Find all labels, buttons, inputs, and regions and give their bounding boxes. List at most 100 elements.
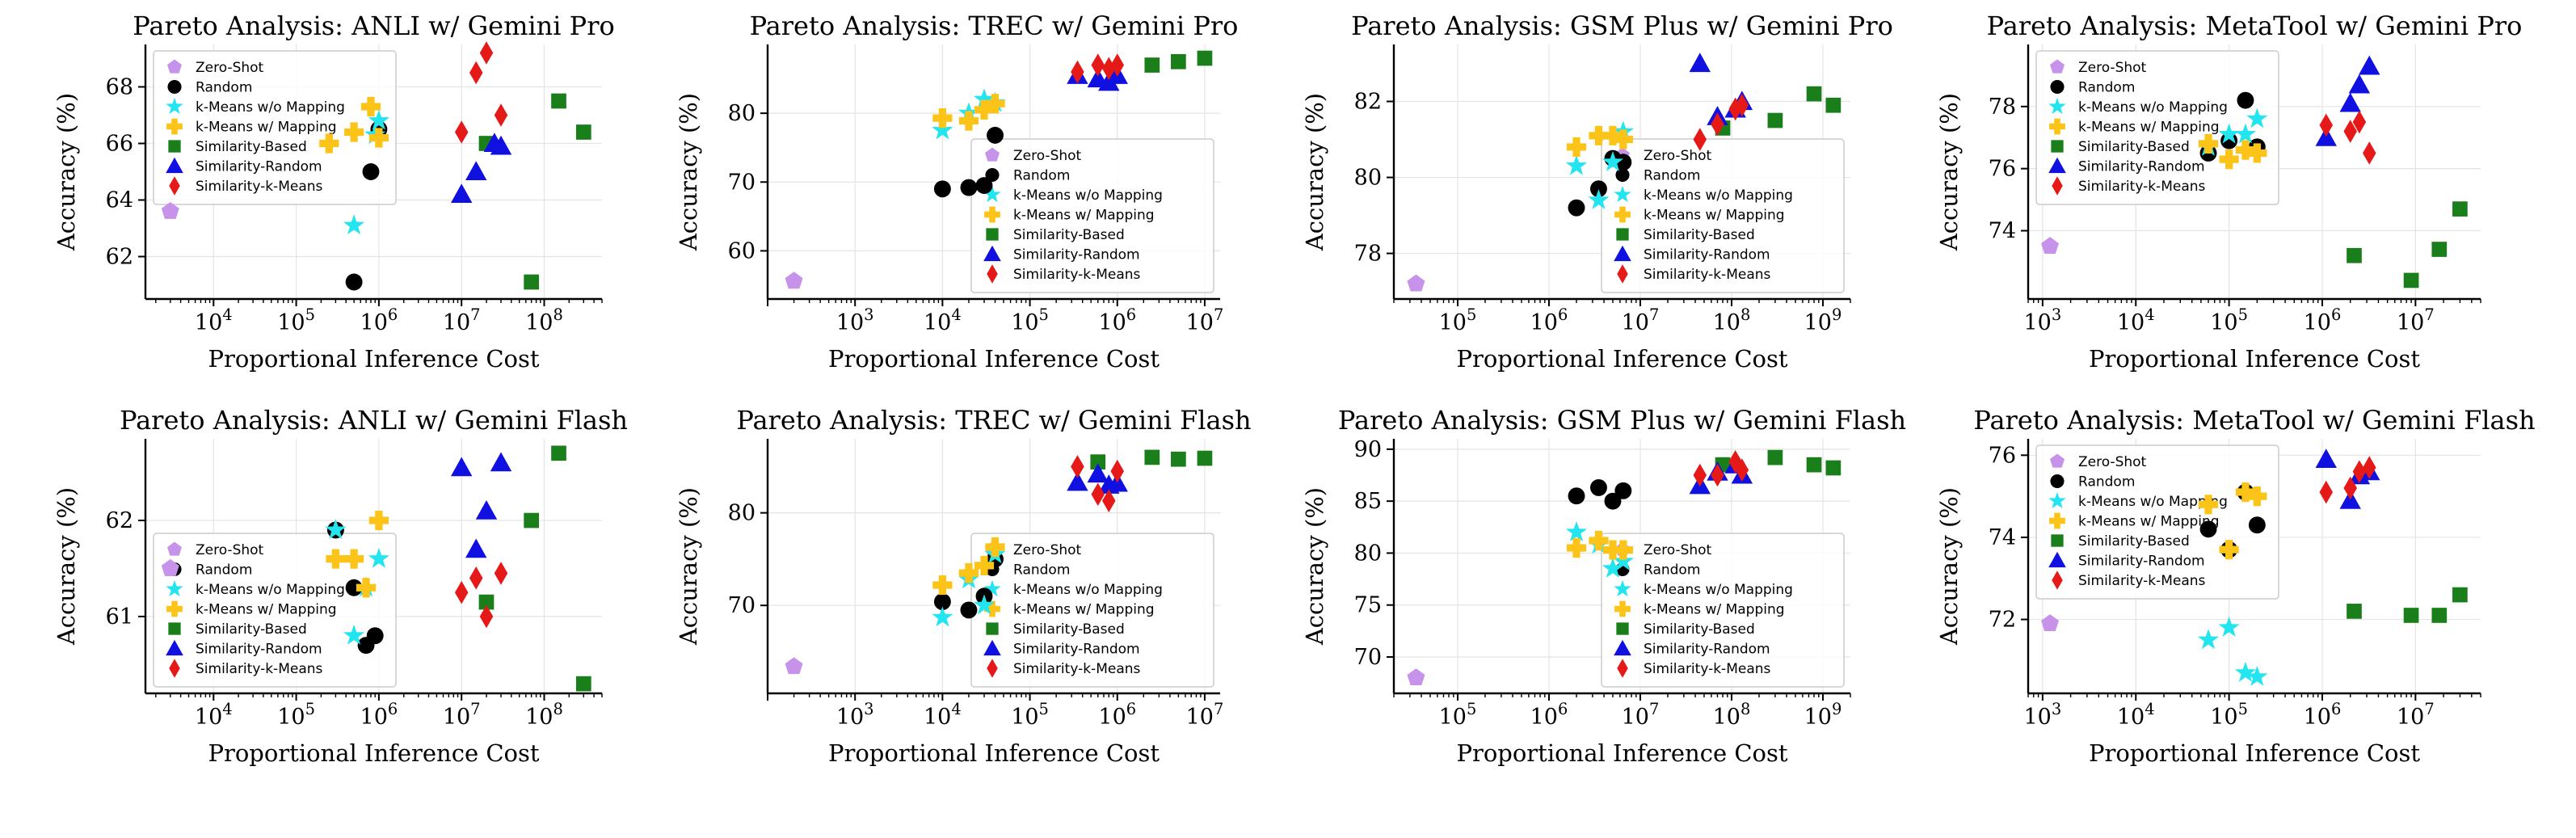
series-k-means-w-mapping	[1566, 530, 1633, 560]
data-point-k-means-w-mapping	[319, 133, 339, 154]
legend-label: Similarity-Random	[1013, 247, 1140, 263]
data-point-k-means-w-o-mapping	[343, 624, 365, 645]
legend-label: k-Means w/o Mapping	[1013, 582, 1163, 598]
chart-title: Pareto Analysis: MetaTool w/ Gemini Pro	[1987, 11, 2523, 41]
y-tick-label: 70	[728, 170, 756, 195]
x-tick-label: 109	[1804, 700, 1842, 730]
series-k-means-w-mapping	[326, 510, 389, 598]
data-point-random	[1568, 487, 1585, 505]
legend-marker-k-means-w-mapping	[984, 206, 1000, 223]
data-point-random	[345, 273, 363, 291]
data-point-k-means-w-mapping	[356, 578, 377, 598]
legend: Zero-Shot Random k-Means w/o Mapping k-Mean…	[970, 138, 1214, 293]
data-point-similarity-k-means	[1091, 482, 1105, 507]
x-tick-label: 104	[924, 305, 962, 335]
legend-label: k-Means w/ Mapping	[1644, 208, 1785, 224]
data-point-similarity-random	[465, 161, 487, 181]
y-tick-label: 76	[1989, 157, 2016, 182]
y-tick-label: 75	[1354, 593, 1382, 618]
series-similarity-random	[2315, 55, 2380, 146]
series-similarity-k-means	[2319, 456, 2376, 504]
data-point-k-means-w-mapping	[2219, 540, 2239, 560]
legend-label: k-Means w/ Mapping	[196, 120, 337, 136]
legend-label: k-Means w/o Mapping	[196, 582, 345, 598]
y-axis-label: Accuracy (%)	[1301, 487, 1328, 646]
legend-label: Similarity-Based	[2078, 139, 2190, 155]
data-point-similarity-random	[465, 538, 487, 558]
subplot-2: 103 104 105 106 107 60 70 80 Pareto Analysis: TR…	[675, 11, 1238, 373]
subplot-4: 103 104 105 106 107 74 76 78 Pareto Analysis: Me…	[1935, 11, 2522, 373]
data-point-similarity-k-means	[1693, 463, 1707, 487]
data-point-similarity-k-means	[1110, 459, 1125, 483]
chart-title: Pareto Analysis: GSM Plus w/ Gemini Pro	[1351, 11, 1893, 41]
x-tick-label: 107	[1186, 305, 1224, 335]
legend-marker-similarity-random	[166, 157, 183, 174]
x-axis-label: Proportional Inference Cost	[828, 739, 1160, 767]
data-point-zero-shot	[161, 558, 179, 576]
data-point-random	[987, 126, 1004, 144]
legend-label: Similarity-Based	[196, 139, 307, 155]
y-tick-label: 62	[106, 508, 133, 533]
y-tick-label: 66	[106, 132, 133, 157]
series-zero-shot	[785, 272, 803, 289]
legend-marker-k-means-w-o-mapping	[983, 185, 1001, 203]
data-point-similarity-k-means	[2363, 456, 2376, 479]
data-point-similarity-based	[2452, 201, 2468, 217]
legend-label: Similarity-k-Means	[1013, 661, 1141, 677]
data-point-similarity-random	[490, 135, 512, 155]
y-axis-label: Accuracy (%)	[1935, 93, 1963, 251]
data-point-similarity-random	[1087, 463, 1109, 483]
x-axis-label: Proportional Inference Cost	[208, 739, 539, 767]
data-point-k-means-w-o-mapping	[2246, 107, 2268, 128]
data-point-k-means-w-mapping	[958, 111, 979, 131]
data-point-random	[960, 179, 978, 196]
legend-label: Random	[1013, 168, 1070, 184]
legend-marker-similarity-random	[166, 639, 183, 656]
data-point-similarity-k-means	[1071, 60, 1084, 84]
data-point-k-means-w-mapping	[2198, 495, 2219, 515]
y-tick-label: 70	[728, 593, 756, 618]
legend-label: k-Means w/o Mapping	[1644, 582, 1793, 598]
x-tick-label: 103	[836, 700, 874, 730]
legend-frame	[970, 138, 1214, 293]
series-k-means-w-mapping	[319, 96, 389, 154]
data-point-similarity-based	[1171, 53, 1186, 69]
data-point-random	[2199, 520, 2217, 538]
y-tick-label: 62	[106, 245, 133, 270]
legend-label: k-Means w/ Mapping	[196, 602, 337, 618]
legend-label: Similarity-k-Means	[196, 179, 323, 195]
data-point-k-means-w-mapping	[932, 107, 953, 128]
legend-label: Zero-Shot	[1644, 542, 1712, 558]
series-random	[1568, 478, 1632, 510]
data-point-similarity-based	[575, 676, 591, 692]
y-axis-label: Accuracy (%)	[1935, 487, 1963, 646]
subplot-1: 104 105 106 107 108 62 64 66 68 Pareto Analysis: …	[53, 11, 615, 373]
data-point-k-means-w-mapping	[2247, 143, 2267, 163]
legend-marker-similarity-k-means	[1617, 659, 1628, 678]
x-tick-label: 103	[2024, 305, 2062, 335]
chart-title: Pareto Analysis: TREC w/ Gemini Flash	[736, 405, 1251, 436]
data-point-similarity-k-means	[2319, 113, 2334, 137]
y-tick-label: 74	[1989, 525, 2016, 550]
data-point-k-means-w-o-mapping	[1612, 550, 1634, 571]
data-point-k-means-w-o-mapping	[1602, 557, 1624, 578]
data-point-similarity-based	[1825, 97, 1842, 113]
data-point-similarity-based	[2452, 587, 2468, 603]
series-zero-shot	[161, 558, 179, 576]
legend-marker-similarity-random	[983, 639, 1001, 656]
legend: Zero-Shot Random k-Means w/o Mapping k-Mean…	[1601, 533, 1845, 688]
legend-marker-similarity-random	[2048, 551, 2066, 568]
y-tick-label: 60	[728, 238, 756, 263]
y-tick-label: 85	[1354, 489, 1382, 514]
series-k-means-w-o-mapping	[343, 109, 389, 235]
legend-label: Zero-Shot	[2078, 454, 2147, 470]
series-similarity-k-means	[454, 562, 508, 629]
y-tick-label: 80	[728, 501, 756, 526]
data-point-random	[2237, 91, 2254, 109]
data-point-k-means-w-mapping	[343, 549, 364, 569]
data-point-zero-shot	[1407, 668, 1425, 686]
data-point-k-means-w-o-mapping	[1565, 520, 1588, 541]
data-point-k-means-w-mapping	[343, 122, 364, 142]
data-point-similarity-based	[2431, 608, 2448, 623]
legend-frame	[153, 533, 397, 688]
